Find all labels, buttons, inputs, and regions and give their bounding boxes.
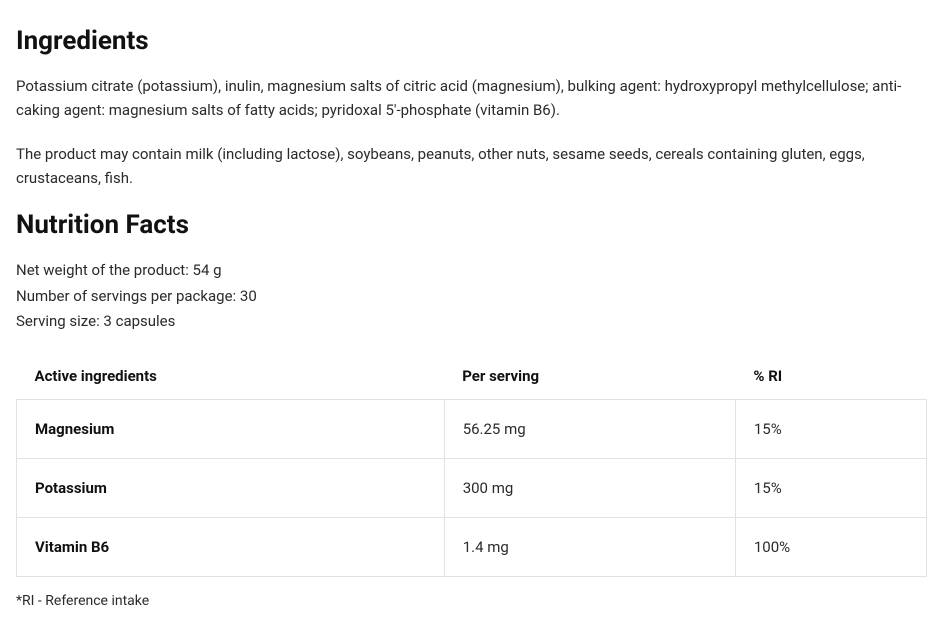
servings-line: Number of servings per package: 30 bbox=[16, 284, 927, 310]
ingredient-name: Magnesium bbox=[17, 399, 445, 458]
nutrition-summary: Net weight of the product: 54 g Number o… bbox=[16, 258, 927, 335]
col-per-serving: Per serving bbox=[444, 353, 735, 400]
ingredient-ri: 15% bbox=[735, 399, 926, 458]
col-ri: % RI bbox=[735, 353, 926, 400]
ingredient-name: Vitamin B6 bbox=[17, 517, 445, 576]
table-row: Potassium 300 mg 15% bbox=[17, 458, 927, 517]
ingredient-per-serving: 300 mg bbox=[444, 458, 735, 517]
ri-footnote: *RI - Reference intake bbox=[16, 593, 927, 609]
serving-size-line: Serving size: 3 capsules bbox=[16, 309, 927, 335]
ingredient-per-serving: 1.4 mg bbox=[444, 517, 735, 576]
table-header-row: Active ingredients Per serving % RI bbox=[17, 353, 927, 400]
ingredient-name: Potassium bbox=[17, 458, 445, 517]
nutrition-heading: Nutrition Facts bbox=[16, 210, 927, 240]
net-weight-line: Net weight of the product: 54 g bbox=[16, 258, 927, 284]
ingredients-text-2: The product may contain milk (including … bbox=[16, 142, 927, 190]
table-row: Magnesium 56.25 mg 15% bbox=[17, 399, 927, 458]
ingredient-ri: 100% bbox=[735, 517, 926, 576]
nutrition-table: Active ingredients Per serving % RI Magn… bbox=[16, 353, 927, 577]
ingredients-heading: Ingredients bbox=[16, 26, 927, 56]
col-active-ingredients: Active ingredients bbox=[17, 353, 445, 400]
table-row: Vitamin B6 1.4 mg 100% bbox=[17, 517, 927, 576]
ingredient-ri: 15% bbox=[735, 458, 926, 517]
ingredients-text-1: Potassium citrate (potassium), inulin, m… bbox=[16, 74, 927, 122]
ingredient-per-serving: 56.25 mg bbox=[444, 399, 735, 458]
